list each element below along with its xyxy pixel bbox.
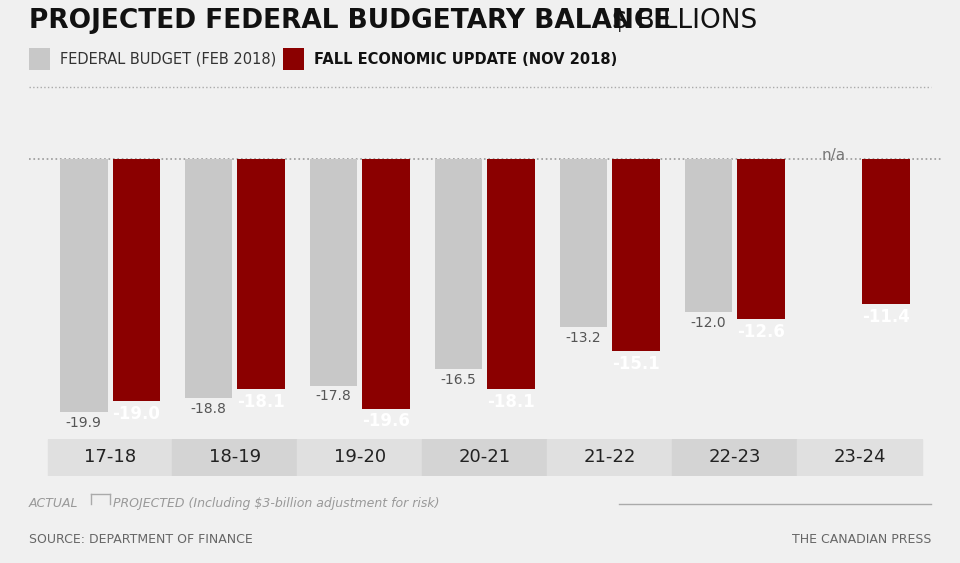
Bar: [237, 159, 285, 390]
Text: -12.6: -12.6: [737, 323, 785, 341]
Text: 23-24: 23-24: [833, 449, 886, 466]
Text: $ BILLIONS: $ BILLIONS: [603, 8, 757, 34]
Text: -12.0: -12.0: [690, 316, 726, 330]
Bar: [185, 159, 232, 399]
Bar: [298, 439, 422, 476]
Text: -19.9: -19.9: [66, 416, 102, 430]
Bar: [173, 439, 298, 476]
Text: 17-18: 17-18: [84, 449, 136, 466]
Bar: [560, 159, 608, 327]
Bar: [48, 439, 173, 476]
Bar: [435, 159, 482, 369]
Bar: [672, 439, 797, 476]
Text: 22-23: 22-23: [708, 449, 761, 466]
Bar: [362, 159, 410, 409]
Text: 21-22: 21-22: [584, 449, 636, 466]
Bar: [422, 439, 547, 476]
Text: THE CANADIAN PRESS: THE CANADIAN PRESS: [792, 533, 931, 546]
Text: 19-20: 19-20: [334, 449, 386, 466]
Bar: [797, 439, 922, 476]
Text: -19.0: -19.0: [112, 405, 160, 423]
Text: SOURCE: DEPARTMENT OF FINANCE: SOURCE: DEPARTMENT OF FINANCE: [29, 533, 252, 546]
Text: -18.1: -18.1: [237, 394, 285, 412]
Bar: [310, 159, 357, 386]
Text: -17.8: -17.8: [316, 390, 351, 404]
Text: -16.5: -16.5: [441, 373, 476, 387]
Bar: [737, 159, 784, 319]
Text: -18.8: -18.8: [191, 402, 227, 416]
Text: -18.1: -18.1: [487, 394, 535, 412]
Text: 20-21: 20-21: [459, 449, 511, 466]
Bar: [60, 159, 108, 413]
Text: FEDERAL BUDGET (FEB 2018): FEDERAL BUDGET (FEB 2018): [60, 52, 276, 66]
Bar: [684, 159, 732, 312]
Bar: [862, 159, 909, 304]
Text: FALL ECONOMIC UPDATE (NOV 2018): FALL ECONOMIC UPDATE (NOV 2018): [314, 52, 617, 66]
Text: 18-19: 18-19: [209, 449, 261, 466]
Text: -11.4: -11.4: [862, 308, 910, 326]
Bar: [547, 439, 672, 476]
Text: -15.1: -15.1: [612, 355, 660, 373]
Text: n/a: n/a: [822, 148, 846, 163]
Text: -19.6: -19.6: [362, 413, 410, 430]
Bar: [112, 159, 160, 401]
Text: -13.2: -13.2: [565, 331, 601, 345]
Text: PROJECTED (Including $3-billion adjustment for risk): PROJECTED (Including $3-billion adjustme…: [113, 497, 440, 511]
Bar: [488, 159, 535, 390]
Text: PROJECTED FEDERAL BUDGETARY BALANCE: PROJECTED FEDERAL BUDGETARY BALANCE: [29, 8, 671, 34]
Bar: [612, 159, 660, 351]
Text: ACTUAL: ACTUAL: [29, 497, 79, 511]
